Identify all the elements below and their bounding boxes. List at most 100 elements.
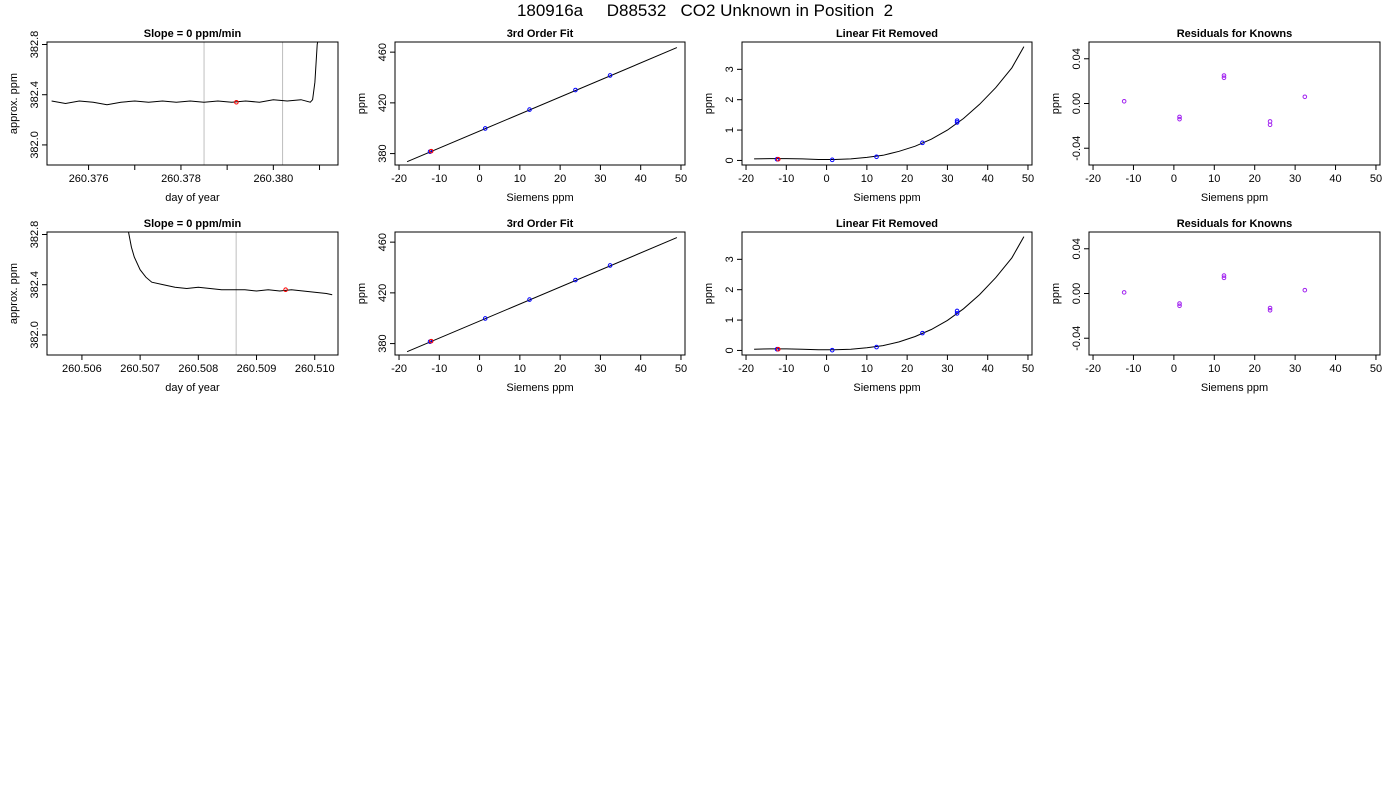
y-tick-label: 0: [724, 347, 736, 353]
known-standard-point: [573, 277, 578, 283]
x-tick-label: -20: [738, 363, 754, 375]
known-standard-point: [573, 87, 578, 93]
x-tick-label: 50: [1370, 173, 1382, 185]
x-tick-label: 260.508: [178, 363, 218, 375]
unknown-sample-point: [428, 148, 434, 154]
x-axis-label: day of year: [165, 192, 220, 204]
x-tick-label: 0: [1171, 173, 1177, 185]
x-tick-label: 0: [477, 363, 483, 375]
plot-frame: [1088, 231, 1381, 356]
y-tick-label: 382.4: [29, 271, 41, 299]
y-tick-label: 0.00: [1071, 283, 1083, 304]
plot-frame: [46, 41, 339, 166]
residual-point: [1267, 307, 1273, 313]
data-trace-line: [51, 42, 319, 106]
y-tick-label: 3: [724, 66, 736, 72]
x-tick-label: -20: [391, 173, 407, 185]
chart-panel-3: Linear Fit Removed -20 -10 0 10 20 30 40 50 0 1 2 3 S…: [703, 28, 1034, 204]
x-tick-label: -10: [778, 363, 794, 375]
panel-title: 3rd Order Fit: [507, 28, 574, 40]
plot-area: [1121, 73, 1308, 128]
residual-point: [1121, 98, 1127, 104]
plot-frame: [394, 41, 686, 166]
x-tick-label: 0: [1171, 363, 1177, 375]
y-tick-label: 382.8: [29, 31, 41, 59]
known-standard-point: [954, 118, 960, 123]
x-axis-label: day of year: [165, 382, 220, 394]
y-tick-label: 460: [377, 233, 389, 251]
average-point-marker: [234, 99, 239, 105]
y-axis-label: ppm: [356, 283, 368, 304]
x-tick-label: 40: [982, 363, 994, 375]
residual-point: [1302, 94, 1308, 100]
x-tick-label: -10: [1126, 173, 1142, 185]
x-tick-label: 30: [594, 173, 606, 185]
x-tick-label: 50: [675, 173, 687, 185]
average-point-marker: [283, 287, 288, 293]
x-tick-label: 10: [1208, 363, 1220, 375]
residual-point: [1221, 273, 1227, 278]
residual-point: [1221, 75, 1227, 81]
x-tick-label: 20: [901, 363, 913, 375]
x-tick-label: 30: [1289, 173, 1301, 185]
y-tick-label: 2: [724, 97, 736, 103]
unknown-sample-point: [775, 156, 781, 162]
x-axis-label: Siemens ppm: [853, 382, 920, 394]
known-standard-point: [482, 126, 488, 131]
known-standard-point: [874, 154, 879, 160]
y-tick-label: -0.04: [1071, 326, 1083, 351]
x-tick-label: 20: [1249, 363, 1261, 375]
x-tick-label: -10: [431, 173, 447, 185]
fit-curve-line: [754, 236, 1025, 351]
x-tick-label: 10: [1208, 173, 1220, 185]
plot-frame: [46, 231, 339, 356]
y-tick-label: 1: [724, 317, 736, 323]
x-tick-label: 40: [1329, 363, 1341, 375]
residual-point: [1177, 303, 1182, 309]
known-standard-point: [482, 316, 488, 321]
x-axis-label: Siemens ppm: [1201, 192, 1268, 204]
x-tick-label: -20: [1085, 363, 1101, 375]
x-tick-label: 10: [514, 363, 526, 375]
panel-title: Residuals for Knowns: [1177, 28, 1293, 40]
chart-panel-6: 3rd Order Fit -20 -10 0 10 20 30 40 50 380 420 460 S…: [356, 218, 687, 394]
x-tick-label: 20: [554, 173, 566, 185]
y-tick-label: 420: [377, 284, 389, 302]
residual-point: [1221, 275, 1227, 281]
x-tick-label: -20: [738, 173, 754, 185]
y-axis-label: approx. ppm: [8, 263, 20, 324]
panel-title: Slope = 0 ppm/min: [144, 28, 242, 40]
plot-area: [406, 237, 678, 353]
plot-frame: [1088, 41, 1381, 166]
residual-point: [1267, 305, 1273, 311]
plot-frame: [394, 231, 686, 356]
known-standard-point: [920, 140, 925, 146]
known-standard-point: [527, 297, 532, 302]
x-tick-label: 20: [554, 363, 566, 375]
x-tick-label: -10: [778, 173, 794, 185]
x-tick-label: 30: [1289, 363, 1301, 375]
data-trace-line: [128, 232, 333, 296]
plot-area: [406, 47, 678, 163]
x-tick-label: 10: [861, 363, 873, 375]
x-tick-label: -20: [1085, 173, 1101, 185]
y-tick-label: 0.00: [1071, 93, 1083, 114]
y-tick-label: 380: [377, 334, 389, 352]
panel-title: Slope = 0 ppm/min: [144, 218, 242, 230]
plot-area: [51, 42, 319, 106]
y-tick-label: 3: [724, 256, 736, 262]
known-standard-point: [829, 157, 835, 163]
x-tick-label: 50: [1022, 173, 1034, 185]
y-tick-label: 1: [724, 127, 736, 133]
fit-curve-line: [754, 46, 1025, 160]
y-tick-label: 382.0: [29, 321, 41, 349]
x-tick-label: 260.509: [237, 363, 277, 375]
panel-title: 3rd Order Fit: [507, 218, 574, 230]
plot-frame: [741, 41, 1033, 166]
x-tick-label: 50: [675, 363, 687, 375]
x-tick-label: 260.506: [62, 363, 102, 375]
x-tick-label: -10: [431, 363, 447, 375]
x-tick-label: 40: [1329, 173, 1341, 185]
y-tick-label: 0.04: [1071, 238, 1083, 259]
